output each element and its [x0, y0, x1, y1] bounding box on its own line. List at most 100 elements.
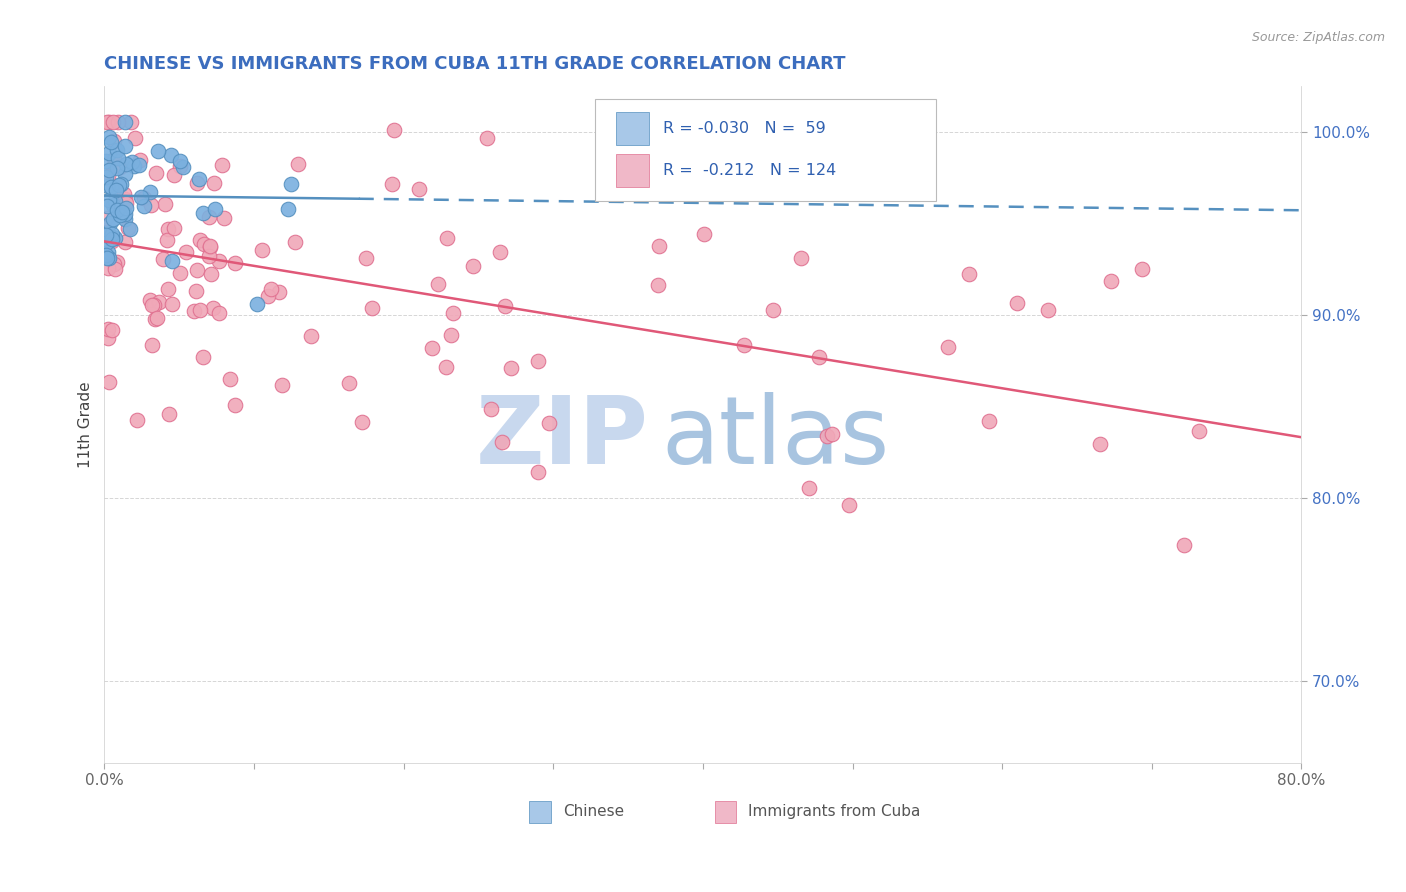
Point	[120, 222, 142, 236]
Point	[807, 350, 830, 364]
Point	[169, 267, 191, 281]
Point	[408, 182, 430, 196]
Point	[97, 375, 120, 389]
Bar	[616, 154, 650, 186]
Point	[187, 172, 209, 186]
Point	[361, 301, 384, 315]
Point	[821, 426, 844, 441]
Point	[172, 160, 194, 174]
Point	[169, 159, 191, 173]
Point	[138, 185, 160, 199]
Point	[1173, 538, 1195, 552]
Point	[105, 143, 128, 157]
Point	[224, 256, 246, 270]
Point	[153, 197, 176, 211]
Point	[280, 177, 302, 191]
Point	[98, 216, 121, 230]
Point	[977, 414, 1000, 428]
Point	[128, 153, 150, 168]
FancyBboxPatch shape	[595, 99, 936, 201]
Point	[139, 198, 162, 212]
Point	[110, 177, 132, 191]
Point	[94, 247, 117, 261]
Point	[1099, 275, 1122, 289]
Point	[163, 221, 186, 235]
Point	[101, 115, 124, 129]
Point	[354, 252, 377, 266]
Point	[107, 151, 129, 165]
Point	[186, 263, 208, 277]
Point	[815, 429, 838, 443]
Point	[124, 131, 146, 145]
Point	[97, 226, 120, 240]
Point	[193, 237, 215, 252]
Point	[693, 227, 716, 241]
Point	[200, 267, 222, 281]
Point	[101, 227, 124, 241]
Point	[193, 350, 215, 364]
Point	[157, 221, 180, 235]
Point	[114, 206, 136, 220]
Point	[111, 205, 134, 219]
Bar	[529, 801, 551, 822]
Point	[762, 302, 785, 317]
Point	[97, 169, 120, 184]
Point	[141, 338, 163, 352]
Point	[188, 233, 211, 247]
Point	[157, 407, 180, 421]
Point	[97, 163, 120, 178]
Point	[382, 123, 405, 137]
Point	[208, 305, 231, 319]
Point	[97, 244, 120, 259]
Point	[186, 176, 208, 190]
Point	[489, 245, 512, 260]
Point	[97, 260, 120, 275]
Point	[434, 359, 457, 374]
Point	[156, 233, 179, 247]
Point	[152, 252, 174, 266]
Point	[103, 134, 125, 148]
Point	[790, 252, 813, 266]
Point	[97, 193, 120, 207]
Point	[117, 220, 139, 235]
Point	[441, 306, 464, 320]
Point	[97, 115, 120, 129]
Text: Immigrants from Cuba: Immigrants from Cuba	[748, 805, 921, 819]
Text: CHINESE VS IMMIGRANTS FROM CUBA 11TH GRADE CORRELATION CHART: CHINESE VS IMMIGRANTS FROM CUBA 11TH GRA…	[104, 55, 846, 73]
Point	[108, 160, 131, 174]
Point	[94, 227, 117, 242]
Point	[1005, 296, 1028, 310]
Point	[198, 240, 221, 254]
Point	[287, 156, 309, 170]
Text: Source: ZipAtlas.com: Source: ZipAtlas.com	[1251, 31, 1385, 45]
Text: Chinese: Chinese	[562, 805, 624, 819]
Point	[97, 146, 120, 161]
Point	[160, 297, 183, 311]
Point	[211, 158, 233, 172]
Point	[246, 297, 269, 311]
Point	[1036, 302, 1059, 317]
Point	[156, 282, 179, 296]
Point	[114, 212, 136, 227]
Point	[142, 298, 165, 312]
Point	[204, 202, 226, 216]
Point	[461, 259, 484, 273]
Point	[224, 398, 246, 412]
Point	[198, 211, 221, 225]
Point	[104, 194, 127, 208]
Point	[838, 498, 860, 512]
Point	[160, 254, 183, 268]
Point	[420, 341, 443, 355]
Point	[97, 251, 120, 265]
Point	[198, 239, 221, 253]
Point	[114, 192, 136, 206]
Y-axis label: 11th Grade: 11th Grade	[79, 381, 93, 467]
Point	[494, 299, 516, 313]
Point	[499, 360, 522, 375]
Point	[647, 277, 669, 292]
Point	[110, 207, 132, 221]
Point	[202, 176, 225, 190]
Point	[193, 206, 215, 220]
Point	[132, 191, 155, 205]
Point	[148, 144, 170, 158]
